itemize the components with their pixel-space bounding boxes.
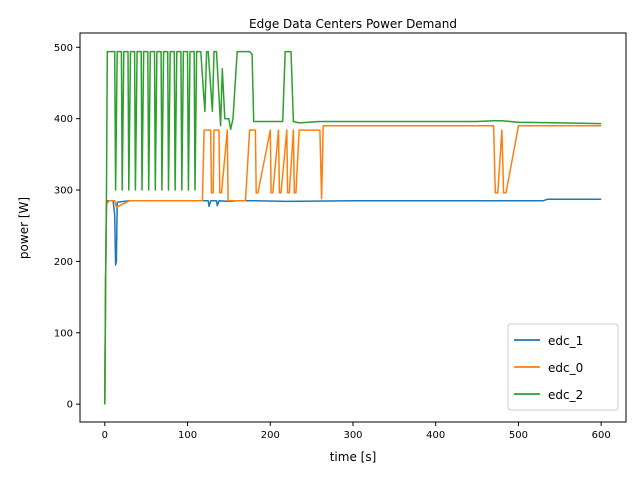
x-tick-label: 500	[509, 430, 528, 441]
y-tick-label: 300	[54, 186, 73, 197]
y-tick-label: 500	[54, 43, 73, 54]
x-tick-label: 300	[343, 430, 362, 441]
series-line-edc_0	[104, 125, 602, 405]
legend: edc_1 edc_0 edc_2	[507, 323, 619, 411]
x-tick-label: 100	[178, 430, 197, 441]
series-layer	[104, 50, 602, 405]
y-tick-label: 400	[54, 114, 73, 125]
x-tick-label: 200	[261, 430, 280, 441]
series-line-edc_1	[104, 198, 602, 405]
legend-label-edc_0: edc_0	[548, 361, 583, 375]
legend-label-edc_1: edc_1	[548, 334, 583, 348]
y-axis-label: power [W]	[17, 197, 31, 259]
plot-area: 0 100 200 300 400 500 600 0 100 200 300 400 500	[54, 32, 627, 441]
x-tick-label: 600	[592, 430, 611, 441]
x-tick-label: 400	[426, 430, 445, 441]
y-axis-ticks: 0 100 200 300 400 500	[54, 43, 80, 411]
y-tick-label: 0	[67, 400, 73, 411]
x-tick-label: 0	[102, 430, 108, 441]
x-axis-label: time [s]	[330, 450, 377, 464]
legend-label-edc_2: edc_2	[548, 388, 583, 402]
x-axis-ticks: 0 100 200 300 400 500 600	[102, 422, 611, 441]
legend-box	[507, 323, 619, 411]
y-tick-label: 100	[54, 328, 73, 339]
y-tick-label: 200	[54, 257, 73, 268]
series-line-edc_2	[104, 50, 602, 405]
legend-items: edc_1 edc_0 edc_2	[514, 334, 583, 402]
chart-title: Edge Data Centers Power Demand	[249, 17, 457, 31]
